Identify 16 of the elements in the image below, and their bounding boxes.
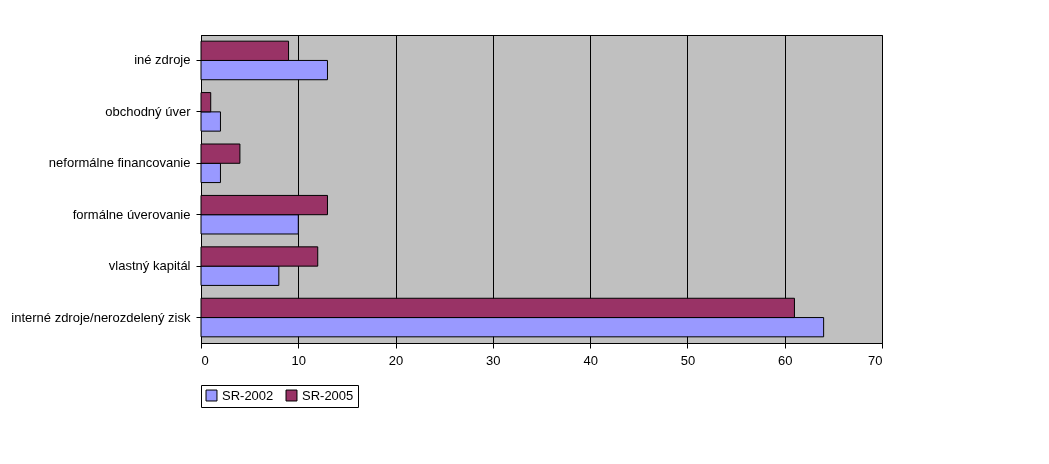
x-tick-label: 30: [486, 352, 501, 368]
x-tick-label: 20: [388, 352, 404, 368]
y-tick-label: iné zdroje: [134, 52, 191, 68]
legend-label: SR-2002: [222, 387, 274, 403]
y-tick-label: interné zdroje/nerozdelený zisk: [11, 309, 191, 325]
x-tick-label: 70: [868, 352, 883, 368]
y-tick-label: neformálne financovanie: [48, 155, 191, 171]
x-tick-label: 10: [291, 352, 307, 368]
y-tick-label: vlastný kapitál: [108, 258, 191, 274]
y-tick-label: formálne úverovanie: [72, 206, 191, 222]
legend-label: SR-2005: [302, 387, 354, 403]
x-tick-label: 60: [777, 352, 793, 368]
y-tick-label: obchodný úver: [105, 103, 192, 119]
x-tick-label: 40: [583, 352, 598, 368]
x-tick-label: 50: [680, 352, 696, 368]
x-tick-label: 0: [201, 352, 209, 368]
